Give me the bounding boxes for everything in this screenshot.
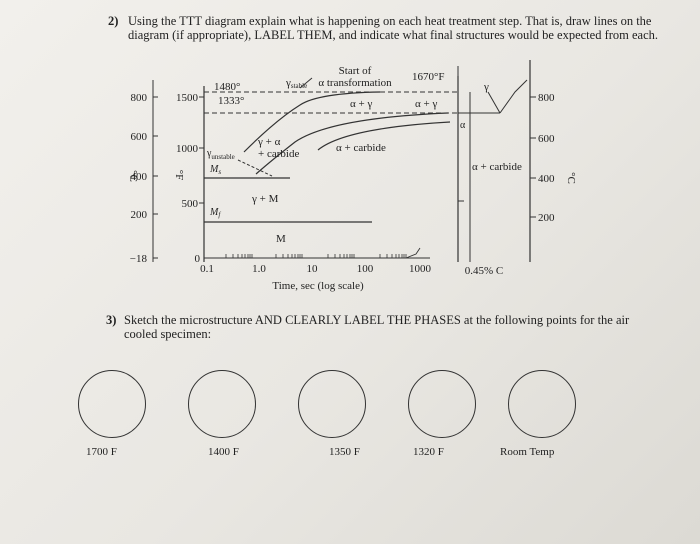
celsius-unit-right: °C <box>565 172 577 184</box>
start-of-alpha-label-2: α transformation <box>318 77 392 89</box>
question-2-line-2: diagram (if appropriate), LABEL THEM, an… <box>128 28 659 42</box>
f-label-1000: 1000 <box>176 143 199 155</box>
celsius-unit-left: °C <box>127 170 139 182</box>
c-label-400: 400 <box>131 171 148 183</box>
alpha-carbide-label: α + carbide <box>336 142 386 154</box>
alpha-gamma-label: α + γ <box>350 98 372 110</box>
unstable-dashed-line <box>237 159 273 177</box>
question-3: 3) Sketch the microstructure AND CLEARLY… <box>106 313 666 343</box>
alpha-right-label: α <box>460 120 466 131</box>
finish-curve <box>317 121 451 151</box>
f-label-1500: 1500 <box>176 92 199 104</box>
time-label-0.1: 0.1 <box>200 263 214 275</box>
point-label-1350f: 1350 F <box>329 446 360 458</box>
gamma-alpha-carbide-label-1: γ + α <box>257 136 281 148</box>
martensite-label: M <box>276 233 286 245</box>
a3-boundary <box>499 79 528 114</box>
time-axis-arrow <box>405 247 421 259</box>
gamma-stable-label: γstable <box>285 77 307 90</box>
temp-1670-label: 1670°F <box>412 71 445 83</box>
time-axis-minor-ticks <box>225 254 407 258</box>
c-label-600: 600 <box>131 131 148 143</box>
f-label-500: 500 <box>182 198 199 210</box>
mf-label: Mf <box>209 207 221 219</box>
point-label-1700f: 1700 F <box>86 446 117 458</box>
question-2: 2) Using the TTT diagram explain what is… <box>108 14 668 44</box>
temp-1333-label: 1333° <box>218 95 244 107</box>
ms-label: Ms <box>209 164 221 176</box>
time-label-1000: 1000 <box>409 263 432 275</box>
gamma-alpha-carbide-label-2: + carbide <box>258 148 299 160</box>
sketch-circle-1350f[interactable] <box>298 370 366 438</box>
start-label-pointer <box>299 77 313 89</box>
fahrenheit-unit: °F <box>173 170 185 181</box>
alpha-boundary <box>487 91 501 114</box>
carbide-start-curve <box>255 112 449 175</box>
point-label-1320f: 1320 F <box>413 446 444 458</box>
time-axis-title: Time, sec (log scale) <box>272 280 364 292</box>
c-label-minus18: −18 <box>130 253 148 265</box>
temp-1480-label: 1480° <box>214 81 240 93</box>
rc-label-600: 600 <box>538 133 555 145</box>
question-2-line-1: Using the TTT diagram explain what is ha… <box>128 14 652 28</box>
start-of-alpha-label-1: Start of <box>339 65 372 77</box>
time-label-100: 100 <box>357 263 374 275</box>
question-3-text: Sketch the microstructure AND CLEARLY LA… <box>124 313 629 341</box>
question-3-line-1: Sketch the microstructure AND CLEARLY LA… <box>124 313 630 327</box>
time-label-1.0: 1.0 <box>252 263 266 275</box>
sketch-circle-1320f[interactable] <box>408 370 476 438</box>
rc-label-800: 800 <box>538 92 555 104</box>
question-2-number: 2) <box>108 14 119 28</box>
point-label-1400f: 1400 F <box>208 446 239 458</box>
question-3-number: 3) <box>106 313 117 327</box>
f-label-0: 0 <box>195 253 201 265</box>
gamma-right-label: γ <box>483 81 489 93</box>
question-3-line-2: cooled specimen: <box>124 327 212 341</box>
rc-label-400: 400 <box>538 173 555 185</box>
alpha-carbide-right-label: α + carbide <box>472 161 522 173</box>
alpha-gamma-right-label: α + γ <box>415 98 437 110</box>
question-2-text: Using the TTT diagram explain what is ha… <box>128 14 658 42</box>
point-label-room-temp: Room Temp <box>500 446 555 458</box>
gamma-unstable-label: γunstable <box>206 148 235 161</box>
sketch-circle-room-temp[interactable] <box>508 370 576 438</box>
time-label-10: 10 <box>307 263 319 275</box>
composition-label: 0.45% C <box>465 265 504 277</box>
alpha-start-curve <box>243 91 381 153</box>
sketch-circle-1700f[interactable] <box>78 370 146 438</box>
gamma-m-label: γ + M <box>251 193 279 205</box>
c-label-800: 800 <box>131 92 148 104</box>
rc-label-200: 200 <box>538 212 555 224</box>
sketch-circle-1400f[interactable] <box>188 370 256 438</box>
c-label-200: 200 <box>131 209 148 221</box>
